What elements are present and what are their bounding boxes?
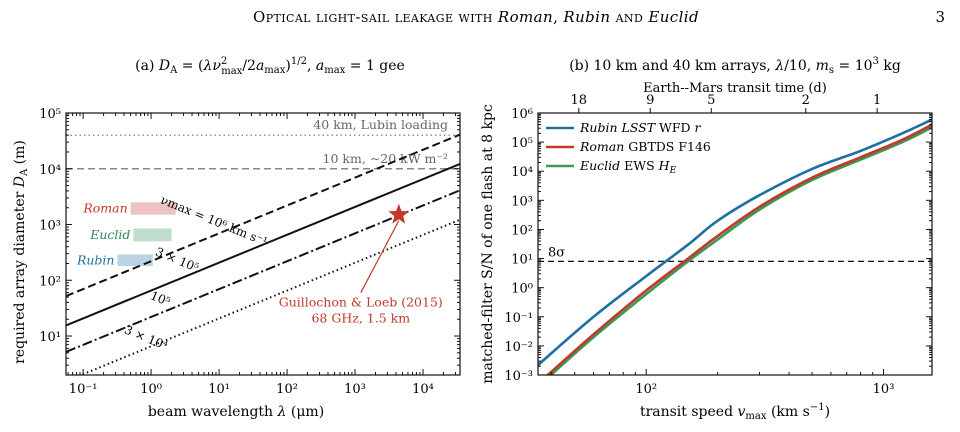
panel-a-band-label-roman: Roman [82,201,127,216]
panel-a-ytick-label-1: 10² [39,274,61,289]
panel-b-top-tick-label-3: 2 [802,93,810,108]
page-number: 3 [935,8,945,26]
panel-b-legend: Rubin LSST WFD r Roman GBTDS F146 Euclid E… [546,120,711,176]
panel-a-series-group [66,133,460,375]
panel-a-xlabel: beam wavelength λ (μm) [148,404,324,420]
panel-a-series-line-2 [66,189,460,353]
panel-b-ytick-label-8: 10⁵ [511,136,533,151]
panel-a-marker-star [388,203,410,224]
panel-b-ytick-label-4: 10¹ [511,253,533,268]
panel-a-hline-label-0: 40 km, Lubin loading [313,117,448,132]
panel-b-ytick-label-1: 10⁻² [504,340,533,355]
panel-a-series-label-0: νmax = 10⁶ km s⁻¹ [159,193,270,249]
panel-b-series-line-2 [548,126,932,375]
panel-a-chart: 40 km, Lubin loading 10 km, ∼20 kW m⁻² Rom… [39,107,461,397]
panel-b-ytick-label-9: 10⁶ [511,107,533,122]
panel-a-ytick-label-3: 10⁴ [39,163,61,178]
panel-a-xtick-label-2: 10¹ [208,382,230,397]
panel-a-marker-label-0: Guillochon & Loeb (2015) [279,295,443,310]
panel-a-series-label-1: 3 × 10⁵ [154,245,201,275]
panel-b-top-tick-label-4: 1 [873,93,881,108]
panel-b-top-tick-label-1: 9 [646,93,654,108]
panel-a-ytick-label-2: 10³ [39,219,61,234]
panel-a-series-line-1 [66,162,460,327]
panel-b-ytick-label-0: 10⁻³ [504,369,533,384]
panel-a-series-line-3 [78,218,460,375]
panel-a-ytick-label-0: 10¹ [39,330,61,345]
panel-b-series-group [538,118,932,375]
panel-b-top-xlabel: Earth--Mars transit time (d) [643,81,827,96]
panel-a-ytick-label-4: 10⁵ [39,107,61,122]
panel-b-hline-label-0: 8σ [548,245,565,260]
panel-a-xtick-label-1: 10⁰ [140,382,162,397]
panel-a-band-rubin [117,254,153,267]
panel-b-legend-label-2: Euclid EWS HE [579,158,677,176]
panel-b-frame [537,112,933,376]
panel-a-band-euclid [133,228,172,242]
panel-b-xtick-label-0: 10² [635,382,657,397]
panel-a-series-line-0 [66,133,460,298]
panel-a-xtick-label-5: 10⁴ [412,382,434,397]
panel-a-title: (a) DA = (λν2 max/2amax)1/2, amax = 1 gee [135,56,405,77]
panel-a-xtick-label-4: 10³ [344,382,366,397]
panel-b-ytick-label-2: 10⁻¹ [504,311,533,326]
panel-a-hline-label-1: 10 km, ∼20 kW m⁻² [323,151,448,166]
panel-a-band-roman [130,202,176,215]
page-header-title: Optical light-sail leakage with Roman, R… [253,8,699,26]
panel-a-ylabel: required array diameter DA (m) [12,140,30,364]
panel-b-chart: 8σ Rubin LSST WFD r Roman GBTDS F146 Euclid… [504,93,933,397]
panel-b-series-line-0 [538,118,932,366]
panel-b-series-line-1 [545,123,932,375]
panel-a-xtick-label-3: 10² [276,382,298,397]
panel-a-marker-label-1: 68 GHz, 1.5 km [311,311,410,326]
panel-a-band-label-euclid: Euclid [89,227,130,242]
panel-a-series-label-2: 10⁵ [148,288,172,309]
panel-b-ytick-label-5: 10² [511,223,533,238]
panel-a-marker-leader [360,220,400,293]
panel-a-frame [65,112,461,376]
panel-b-top-tick-label-0: 18 [571,93,588,108]
panel-b-title: (b) 10 km and 40 km arrays, λ/10, ms = 1… [569,56,901,76]
panel-b-xlabel: transit speed vmax (km s−1) [640,402,830,422]
panel-a-xtick-label-0: 10⁻¹ [69,382,98,397]
panel-b-legend-label-1: Roman GBTDS F146 [579,139,711,154]
panel-b-ytick-label-3: 10⁰ [511,282,533,297]
panel-b-top-tick-label-2: 5 [707,93,715,108]
panel-a-band-label-rubin: Rubin [76,252,115,267]
panel-b-xtick-label-1: 10³ [873,382,895,397]
panel-b-ytick-label-6: 10³ [511,194,533,209]
panel-b-legend-label-0: Rubin LSST WFD r [579,120,702,135]
panel-b-ylabel: matched-filter S/N of one flash at 8 kpc [480,104,496,384]
panel-b-ytick-label-7: 10⁴ [511,165,533,180]
